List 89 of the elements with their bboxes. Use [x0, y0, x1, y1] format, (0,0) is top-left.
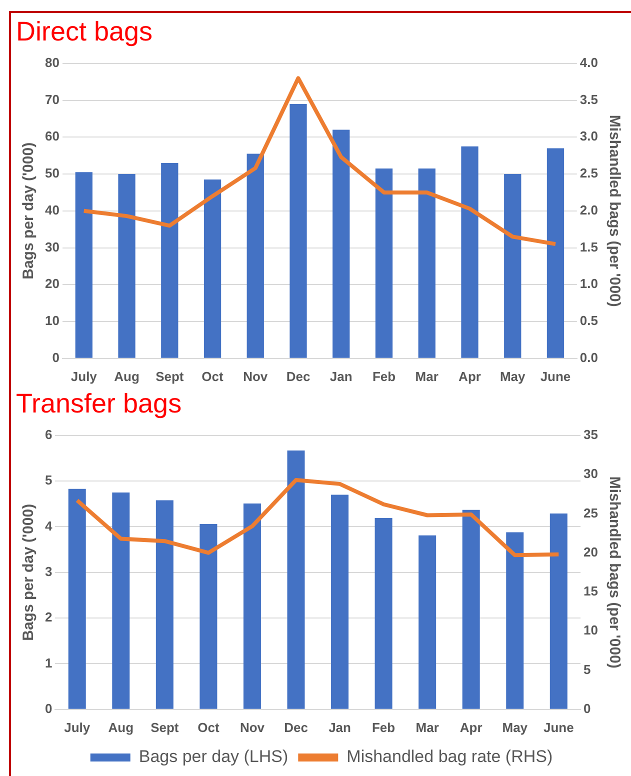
x-tick-label: July [70, 368, 98, 384]
bar [287, 450, 305, 709]
y-tick-label: 1 [44, 655, 52, 670]
bar [75, 172, 92, 358]
y-tick-label: 10 [44, 313, 60, 328]
bar [246, 154, 264, 358]
bar [204, 180, 222, 358]
y2-tick-label: 25 [584, 505, 598, 520]
y-tick-label: 2 [44, 610, 52, 625]
bar [243, 503, 261, 709]
y2-tick-label: 0 [584, 700, 591, 716]
x-tick-label: Oct [198, 720, 220, 735]
x-tick-label: Feb [372, 720, 396, 735]
bar [290, 104, 307, 358]
y2-tick-label: 30 [584, 466, 598, 482]
bar [331, 494, 349, 709]
bar [68, 488, 86, 709]
y2-tick-label: 0.5 [580, 313, 598, 328]
x-tick-label: June [540, 368, 571, 384]
legend-label: Bags per day (LHS) [138, 747, 288, 766]
y-tick-label: 50 [44, 166, 60, 181]
y2-tick-label: 2.0 [580, 202, 598, 218]
bar [374, 518, 392, 709]
chart-title: Transfer bags [16, 388, 182, 419]
y2-axis-title: Mishandled bags (per '000) [606, 476, 623, 668]
y-axis-title: Bags per day ('000) [20, 504, 38, 641]
y2-tick-label: 15 [584, 584, 598, 599]
y2-tick-label: 0.0 [580, 350, 598, 365]
bar [332, 130, 350, 358]
bar [200, 524, 218, 709]
y-axis-title: Bags per day ('000) [20, 142, 38, 280]
legend-label: Mishandled bag rate (RHS) [346, 747, 553, 766]
y-tick-label: 3 [44, 564, 52, 579]
x-tick-label: Jan [328, 720, 352, 735]
bar [462, 510, 480, 709]
x-tick-label: Dec [286, 368, 310, 384]
bar [161, 162, 178, 358]
bar [418, 535, 436, 709]
y-tick-label: 0 [52, 350, 60, 365]
bar [461, 146, 478, 358]
y-tick-label: 20 [44, 276, 60, 292]
x-tick-label: May [500, 368, 526, 384]
x-tick-label: May [502, 720, 528, 735]
y-tick-label: 4 [44, 518, 53, 534]
x-tick-label: Sept [156, 368, 184, 384]
bar [375, 168, 393, 358]
x-tick-label: Aug [108, 720, 134, 735]
x-tick-label: Nov [240, 720, 266, 735]
x-tick-label: June [543, 720, 574, 735]
bar [550, 513, 568, 709]
y2-tick-label: 4.0 [580, 54, 598, 70]
x-tick-label: Feb [372, 368, 396, 384]
y2-tick-label: 2.5 [580, 166, 598, 181]
y-tick-label: 40 [44, 202, 60, 218]
y-tick-label: 70 [44, 92, 60, 107]
bar [506, 532, 524, 709]
y-tick-label: 30 [44, 239, 60, 254]
y-tick-label: 5 [44, 472, 52, 488]
x-tick-label: Sept [150, 720, 180, 735]
bar [504, 174, 522, 358]
y-tick-label: 0 [44, 700, 52, 716]
y2-tick-label: 10 [584, 622, 598, 638]
x-tick-label: Mar [416, 720, 439, 735]
x-tick-label: Nov [243, 368, 268, 384]
x-tick-label: July [64, 720, 91, 735]
y-tick-label: 60 [44, 128, 60, 144]
bar [546, 148, 564, 358]
x-tick-label: Jan [330, 368, 352, 384]
y2-axis-title: Mishandled bags (per '000) [606, 114, 623, 307]
bar [418, 168, 436, 358]
bar [118, 174, 136, 358]
x-tick-label: Aug [114, 368, 140, 384]
y-tick-label: 80 [44, 54, 60, 70]
y-tick-label: 6 [44, 426, 52, 442]
x-tick-label: Apr [458, 368, 481, 384]
x-tick-label: Dec [284, 720, 308, 735]
y2-tick-label: 35 [584, 426, 598, 442]
x-tick-label: Apr [460, 720, 482, 735]
y2-tick-label: 5 [584, 662, 591, 677]
bar [112, 492, 130, 709]
y2-tick-label: 1.5 [580, 239, 598, 254]
bar [156, 500, 174, 709]
y2-tick-label: 3.0 [580, 128, 598, 144]
y2-tick-label: 3.5 [580, 92, 598, 107]
x-tick-label: Oct [202, 368, 224, 384]
x-tick-label: Mar [415, 368, 438, 384]
y2-tick-label: 1.0 [580, 276, 598, 292]
chart-title: Direct bags [16, 16, 153, 47]
y2-tick-label: 20 [584, 544, 598, 560]
